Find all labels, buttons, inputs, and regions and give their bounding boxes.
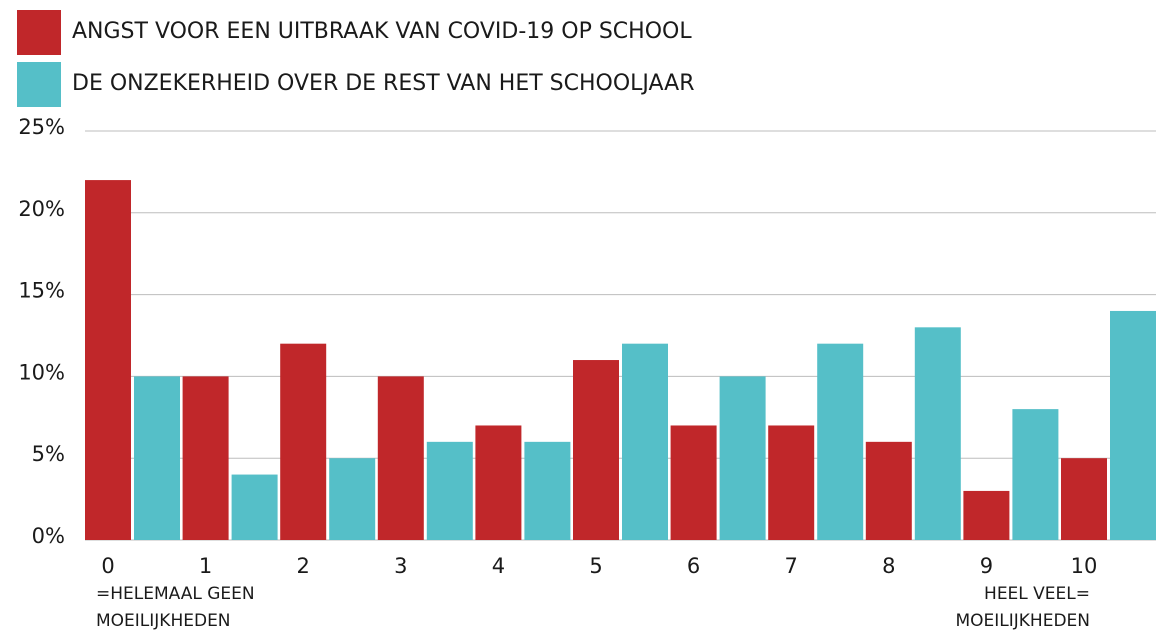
legend-label: DE ONZEKERHEID OVER DE REST VAN HET SCHO… bbox=[72, 71, 695, 96]
bar bbox=[524, 441, 571, 540]
x-tick-label: 0 bbox=[101, 554, 114, 578]
y-tick-label: 10% bbox=[18, 360, 65, 384]
legend-label: ANGST VOOR EEN UITBRAAK VAN COVID-19 OP … bbox=[72, 19, 692, 44]
x-tick-label: 7 bbox=[785, 554, 798, 578]
x-tick-label: 9 bbox=[980, 554, 993, 578]
bar bbox=[670, 425, 717, 540]
bar bbox=[1061, 458, 1107, 540]
x-tick-label: 6 bbox=[687, 554, 700, 578]
bar bbox=[426, 441, 473, 540]
x-tick-label: 8 bbox=[882, 554, 895, 578]
bar bbox=[914, 327, 961, 540]
x-tick-label: 2 bbox=[297, 554, 310, 578]
bar bbox=[231, 474, 278, 540]
x-tick-label: 5 bbox=[589, 554, 602, 578]
annotation: HEEL VEEL= bbox=[984, 584, 1090, 604]
bar bbox=[719, 376, 766, 540]
bar bbox=[329, 458, 376, 540]
x-tick-label: 3 bbox=[394, 554, 407, 578]
x-tick-label: 1 bbox=[199, 554, 212, 578]
bar bbox=[622, 343, 668, 540]
annotation: MOEILIJKHEDEN bbox=[955, 611, 1090, 631]
bar bbox=[182, 376, 229, 540]
y-tick-label: 15% bbox=[18, 279, 65, 303]
bar bbox=[817, 343, 864, 540]
bar bbox=[377, 376, 424, 540]
bar bbox=[1110, 310, 1156, 540]
bar bbox=[475, 425, 522, 540]
y-tick-label: 0% bbox=[32, 524, 65, 548]
y-tick-label: 20% bbox=[18, 197, 65, 221]
legend-swatch bbox=[17, 10, 61, 55]
x-tick-label: 4 bbox=[492, 554, 505, 578]
bar bbox=[768, 425, 815, 540]
bar bbox=[134, 376, 180, 540]
bar bbox=[1012, 409, 1059, 540]
y-tick-label: 25% bbox=[18, 115, 65, 139]
x-tick-label: 10 bbox=[1071, 554, 1098, 578]
legend-swatch bbox=[17, 62, 61, 107]
bar bbox=[280, 343, 327, 540]
annotation: =HELEMAAL GEEN bbox=[96, 584, 255, 604]
bar bbox=[963, 490, 1010, 540]
bar bbox=[573, 360, 619, 540]
bar bbox=[85, 180, 131, 540]
annotation: MOEILIJKHEDEN bbox=[96, 611, 231, 631]
y-tick-label: 5% bbox=[32, 442, 65, 466]
bar bbox=[865, 441, 912, 540]
